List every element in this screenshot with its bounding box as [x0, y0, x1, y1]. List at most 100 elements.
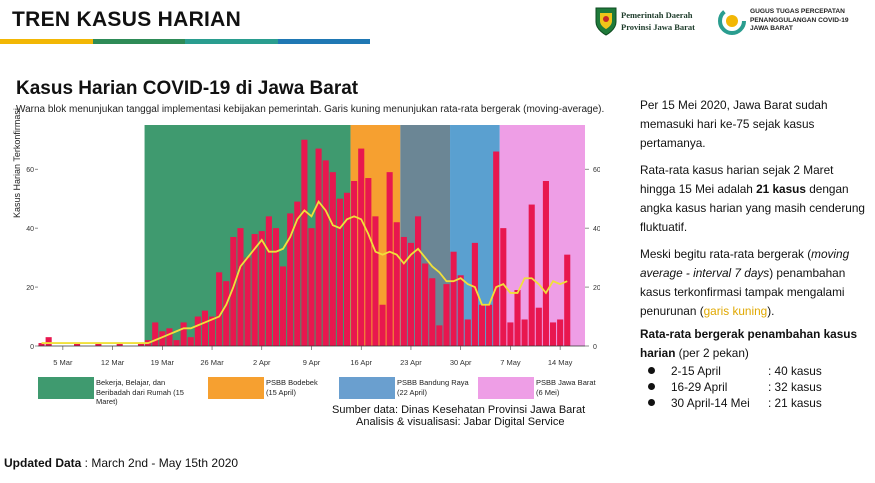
logo2-line-3: JAWA BARAT	[750, 25, 793, 33]
data-source: Sumber data: Dinas Kesehatan Provinsi Ja…	[332, 404, 585, 428]
bar-day-28	[230, 236, 237, 346]
gugus-tugas-emblem-icon	[718, 7, 746, 35]
bar-day-70	[528, 204, 535, 346]
bar-day-12	[116, 343, 123, 346]
rule-seg-2	[92, 39, 185, 44]
bar-day-60	[457, 275, 464, 346]
bar-day-25	[208, 316, 216, 346]
bar-day-54	[415, 216, 422, 346]
bar-day-30	[244, 257, 251, 346]
moving-average-line	[41, 199, 568, 344]
bar-day-6	[74, 343, 81, 346]
x-tick-label: 14 May	[548, 358, 573, 367]
chart-subtitle: Warna blok menunjukan tanggal implementa…	[16, 104, 605, 115]
bar-day-72	[542, 180, 549, 346]
bar-day-39	[308, 228, 315, 346]
bar-day-74	[557, 319, 564, 346]
bar-day-38	[301, 139, 308, 346]
legend-label-stay-home: Bekerja, Belajar, dan Beribadah dari Rum…	[96, 378, 184, 406]
title-underline	[0, 39, 370, 44]
x-tick-label: 5 Mar	[53, 358, 73, 367]
rule-seg-3	[185, 39, 278, 44]
gugus-tugas-logo: GUGUS TUGAS PERCEPATAN PENANGGULANGAN CO…	[718, 7, 849, 35]
y-tick-label-right: 0	[593, 344, 597, 351]
bar-day-9	[95, 343, 102, 346]
bar-day-2	[45, 337, 52, 346]
legend-swatch-psbb-bandung	[339, 377, 395, 399]
bar-day-19	[166, 328, 173, 346]
logo1-line-1: Pemerintah Daerah	[621, 10, 693, 20]
bar-day-59	[450, 251, 457, 346]
bar-day-27	[223, 281, 230, 346]
bar-day-55	[422, 263, 429, 346]
y-tick-label-right: 40	[593, 226, 600, 233]
legend-swatch-psbb-jabar	[478, 377, 534, 399]
bar-day-44	[343, 192, 351, 346]
legend-swatch-psbb-bodebek	[208, 377, 264, 399]
bar-day-46	[358, 148, 365, 346]
bar-day-17	[152, 322, 159, 346]
bar-day-47	[365, 178, 372, 346]
avg-row-2: 16-29 April: 32 kasus	[648, 380, 822, 394]
x-tick-label: 2 Apr	[253, 358, 271, 367]
bar-day-49	[379, 304, 386, 346]
side-paragraph-3: Meski begitu rata-rata bergerak (moving …	[640, 247, 850, 318]
bar-day-65	[493, 151, 500, 346]
bar-day-31	[251, 234, 258, 346]
y-tick-label-left: 20	[26, 285, 34, 292]
bar-day-50	[386, 172, 393, 346]
page-title: TREN KASUS HARIAN	[12, 8, 242, 31]
updated-label: Updated Data	[4, 456, 82, 470]
avg-period-1: 2-15 April	[671, 364, 721, 378]
logo2-line-1: GUGUS TUGAS PERCEPATAN	[750, 8, 845, 16]
bar-day-75	[564, 254, 571, 346]
y-tick-label-right: 20	[593, 285, 600, 292]
bar-day-22	[187, 337, 194, 346]
bar-day-51	[393, 222, 400, 346]
bar-day-73	[549, 322, 557, 346]
bar-day-52	[400, 236, 407, 346]
jabar-emblem-icon	[595, 7, 617, 36]
bar-day-29	[237, 228, 244, 346]
bar-day-24	[201, 310, 208, 346]
bar-day-48	[372, 216, 379, 346]
bar-day-57	[436, 325, 443, 346]
avg-value-1: : 40 kasus	[768, 364, 822, 378]
bullet-icon	[648, 367, 655, 374]
bullet-icon	[648, 383, 655, 390]
rule-seg-4	[277, 39, 370, 44]
bar-day-15	[137, 343, 145, 346]
avg-row-3: 30 April-14 Mei : 21 kasus	[648, 396, 822, 410]
bar-day-33	[265, 216, 272, 346]
avg-period-3: 30 April-14 Mei	[671, 396, 750, 410]
bar-day-32	[258, 231, 265, 346]
x-tick-label: 19 Mar	[151, 358, 175, 367]
x-tick-label: 16 Apr	[350, 358, 372, 367]
legend-label-psbb-bandung: PSBB Bandung Raya (22 April)	[397, 378, 469, 397]
y-tick-label-left: 40	[26, 226, 34, 233]
bar-day-69	[521, 319, 528, 346]
bar-day-45	[351, 180, 358, 346]
bar-day-40	[315, 148, 322, 346]
updated-text: : March 2nd - May 15th 2020	[81, 456, 239, 470]
side-paragraph-2: Rata-rata kasus harian sejak 2 Maret hin…	[640, 163, 865, 234]
legend-label-psbb-jabar: PSBB Jawa Barat (6 Mei)	[536, 378, 596, 397]
bar-day-20	[173, 340, 180, 346]
legend-swatch-stay-home	[38, 377, 94, 399]
bar-day-66	[500, 228, 507, 346]
bar-day-41	[322, 160, 329, 346]
bar-day-23	[194, 316, 201, 346]
avg-value-3: : 21 kasus	[768, 396, 822, 410]
y-tick-label-right: 60	[593, 167, 600, 174]
logo2-line-2: PENANGGULANGAN COVID-19	[750, 16, 849, 24]
bar-day-61	[464, 319, 471, 346]
bar-day-56	[429, 278, 436, 346]
legend-label-psbb-bodebek: PSBB Bodebek (15 April)	[266, 378, 318, 397]
policy-block-4	[499, 125, 585, 346]
bar-day-58	[443, 284, 450, 346]
bar-day-64	[486, 304, 493, 346]
x-tick-label: 12 Mar	[101, 358, 125, 367]
bar-day-37	[294, 201, 301, 346]
avg-row-1: 2-15 April : 40 kasus	[648, 364, 822, 378]
chart-title: Kasus Harian COVID-19 di Jawa Barat	[16, 78, 359, 99]
